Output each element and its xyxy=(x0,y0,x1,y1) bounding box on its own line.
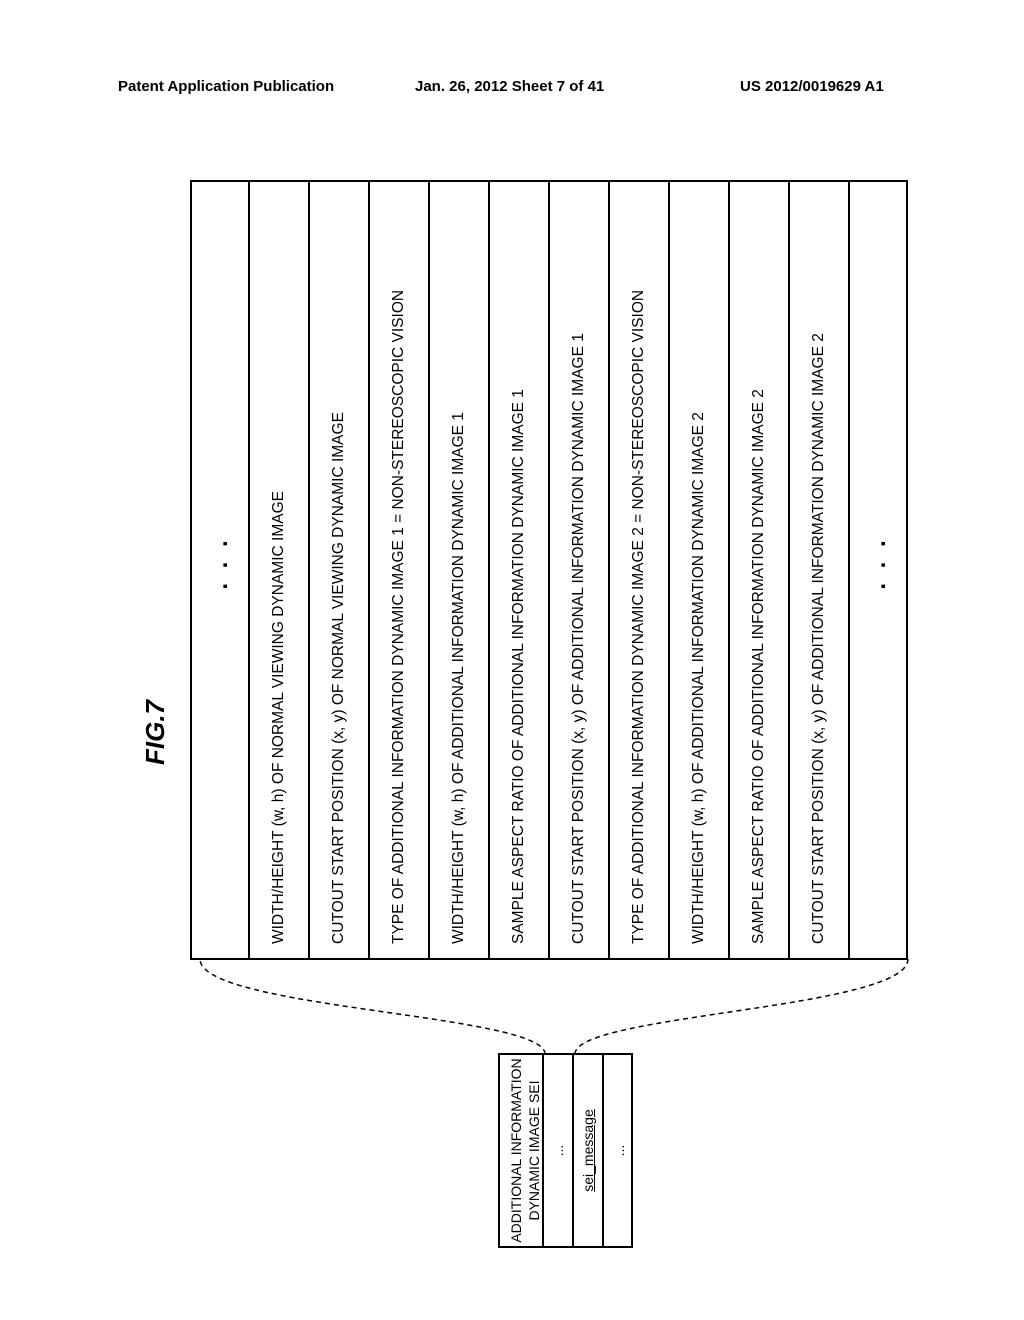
sei-title-line1: ADDITIONAL INFORMATION xyxy=(508,1058,524,1242)
brace-icon xyxy=(195,959,913,1054)
sei-box: ADDITIONAL INFORMATION DYNAMIC IMAGE SEI… xyxy=(498,1053,633,1248)
header-mid: Jan. 26, 2012 Sheet 7 of 41 xyxy=(415,78,604,95)
table-row: CUTOUT START POSITION (x, y) OF NORMAL V… xyxy=(310,182,370,958)
table-row: TYPE OF ADDITIONAL INFORMATION DYNAMIC I… xyxy=(610,182,670,958)
figure-stage: FIG.7 ADDITIONAL INFORMATION DYNAMIC IMA… xyxy=(110,140,910,1260)
table-row: CUTOUT START POSITION (x, y) OF ADDITION… xyxy=(790,182,850,958)
table-row: . . . xyxy=(192,182,250,958)
table-row: CUTOUT START POSITION (x, y) OF ADDITION… xyxy=(550,182,610,958)
sei-title-line2: DYNAMIC IMAGE SEI xyxy=(526,1080,542,1220)
sei-row-message: sei_message xyxy=(574,1055,604,1246)
table-row: WIDTH/HEIGHT (w, h) OF NORMAL VIEWING DY… xyxy=(250,182,310,958)
table-row: SAMPLE ASPECT RATIO OF ADDITIONAL INFORM… xyxy=(730,182,790,958)
figure-label: FIG.7 xyxy=(140,700,171,765)
header-left: Patent Application Publication xyxy=(118,78,334,95)
figure-area: FIG.7 ADDITIONAL INFORMATION DYNAMIC IMA… xyxy=(110,140,910,1260)
sei-row-dots-top: ... xyxy=(544,1055,574,1246)
sei-list: ... sei_message ... xyxy=(544,1055,634,1246)
table-row: WIDTH/HEIGHT (w, h) OF ADDITIONAL INFORM… xyxy=(670,182,730,958)
table-row: . . . xyxy=(850,182,908,958)
table-row: TYPE OF ADDITIONAL INFORMATION DYNAMIC I… xyxy=(370,182,430,958)
sei-row-dots-bottom: ... xyxy=(604,1055,634,1246)
sei-title: ADDITIONAL INFORMATION DYNAMIC IMAGE SEI xyxy=(500,1055,544,1246)
table-row: SAMPLE ASPECT RATIO OF ADDITIONAL INFORM… xyxy=(490,182,550,958)
table-row: WIDTH/HEIGHT (w, h) OF ADDITIONAL INFORM… xyxy=(430,182,490,958)
sei-message-label: sei_message xyxy=(580,1109,596,1192)
header-right: US 2012/0019629 A1 xyxy=(740,78,884,95)
data-table: . . . WIDTH/HEIGHT (w, h) OF NORMAL VIEW… xyxy=(190,180,908,960)
